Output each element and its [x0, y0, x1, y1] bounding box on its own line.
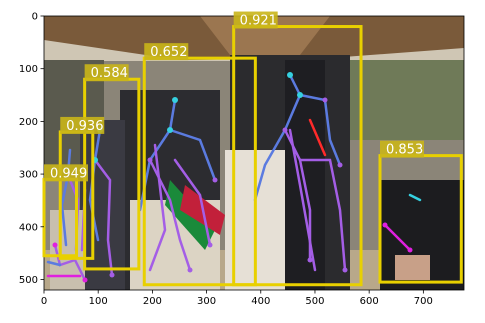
detection-6: 0.949 — [42, 164, 88, 258]
detections: 0.921 0.853 0.652 0.584 0.936 0.949 — [42, 11, 463, 287]
detection-score-label: 0.584 — [91, 66, 128, 81]
x-tick-label: 100 — [89, 296, 108, 307]
detection-3: 0.652 — [142, 43, 257, 287]
x-tick-label: 500 — [305, 296, 324, 307]
y-tick-label: 400 — [19, 222, 38, 233]
detection-label-bg — [60, 116, 105, 134]
skeleton-person-6-joints — [382, 222, 413, 253]
detection-score-label: 0.921 — [240, 14, 277, 29]
detection-score-label: 0.652 — [150, 45, 187, 60]
detection-box — [142, 56, 257, 287]
skeleton-person-2-joints — [147, 97, 218, 273]
detection-label-bg — [44, 164, 88, 182]
skeleton-person-2 — [138, 98, 217, 272]
y-tick-label: 200 — [19, 117, 38, 128]
detection-2: 0.853 — [378, 140, 463, 284]
skeleton-person-5-joints — [52, 242, 88, 283]
x-tick-label: 600 — [360, 296, 379, 307]
detection-score-label: 0.853 — [386, 143, 423, 158]
detection-box — [232, 25, 363, 287]
x-tick-label: 400 — [251, 296, 270, 307]
y-tick-label: 500 — [19, 275, 38, 286]
x-tick-label: 300 — [197, 296, 216, 307]
detection-score-label: 0.949 — [50, 166, 87, 181]
detection-label-bg — [84, 64, 129, 82]
detection-label-bg — [380, 140, 424, 158]
y-tick-label: 100 — [19, 64, 38, 75]
detection-label-bg — [233, 11, 278, 29]
axis-ticks: 0 100 200 300 400 500 600 700 0 100 200 300 400 500 — [19, 12, 433, 308]
x-tick-label: 200 — [143, 296, 162, 307]
detection-1: 0.921 — [232, 11, 363, 287]
detection-5: 0.936 — [58, 116, 105, 260]
y-tick-label: 0 — [32, 12, 38, 23]
x-tick-label: 0 — [41, 296, 47, 307]
skeleton-person-1-joints — [282, 72, 348, 273]
detection-label-bg — [144, 43, 189, 61]
detection-score-label: 0.936 — [66, 119, 103, 134]
y-tick-label: 300 — [19, 170, 38, 181]
skeleton-person-6 — [383, 193, 422, 252]
x-tick-label: 700 — [414, 296, 433, 307]
